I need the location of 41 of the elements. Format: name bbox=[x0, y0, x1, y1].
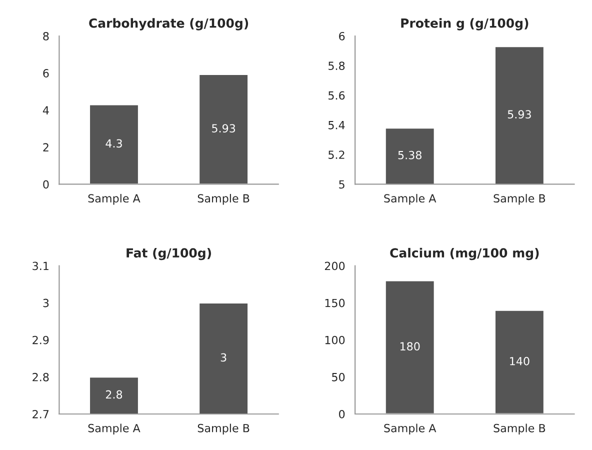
y-tick-label: 200 bbox=[324, 262, 345, 270]
x-tick-label: Sample B bbox=[198, 194, 250, 205]
y-tick-label: 2 bbox=[43, 143, 48, 152]
x-tick-label: Sample B bbox=[494, 424, 546, 434]
y-tick-label: 6 bbox=[43, 69, 49, 78]
y-tick-label: 3 bbox=[43, 298, 49, 308]
data-label: 2.8 bbox=[106, 390, 122, 399]
x-tick-label: Sample A bbox=[88, 424, 140, 434]
y-tick-label: 0 bbox=[339, 410, 345, 418]
chart-title: Carbohydrate (g/100g) bbox=[89, 18, 248, 30]
y-tick-label: 0 bbox=[43, 180, 49, 189]
x-tick-label: Sample B bbox=[494, 194, 546, 205]
y-tick-label: 150 bbox=[325, 298, 345, 308]
y-tick-label: 2.9 bbox=[32, 336, 49, 344]
y-tick-label: 6 bbox=[339, 32, 345, 40]
data-label: 5.38 bbox=[398, 150, 422, 160]
y-tick-label: 5.8 bbox=[328, 62, 345, 70]
chart-title: Calcium (mg/100 mg) bbox=[390, 248, 539, 260]
data-label: 140 bbox=[510, 356, 530, 366]
y-tick-label: 5.4 bbox=[328, 121, 345, 130]
data-label: 180 bbox=[400, 342, 420, 351]
data-label: 5.93 bbox=[508, 110, 531, 119]
data-label: 5.93 bbox=[212, 124, 236, 133]
data-label: 4.3 bbox=[106, 139, 122, 148]
x-tick-label: Sample A bbox=[384, 424, 436, 434]
y-tick-label: 8 bbox=[43, 32, 49, 40]
y-tick-label: 5.2 bbox=[328, 150, 344, 159]
y-tick-label: 5 bbox=[339, 180, 344, 189]
x-tick-label: Sample B bbox=[198, 424, 250, 434]
y-tick-label: 3.1 bbox=[32, 262, 48, 270]
y-tick-label: 50 bbox=[332, 372, 345, 382]
chart-title: Protein g (g/100g) bbox=[401, 18, 528, 30]
x-tick-label: Sample A bbox=[384, 194, 436, 205]
y-tick-label: 2.7 bbox=[32, 410, 49, 418]
data-label: 3 bbox=[220, 353, 226, 362]
y-tick-label: 4 bbox=[42, 106, 49, 114]
chart-title: Fat (g/100g) bbox=[126, 248, 211, 260]
y-tick-label: 100 bbox=[325, 336, 345, 344]
x-tick-label: Sample A bbox=[88, 194, 140, 205]
y-tick-label: 5.6 bbox=[328, 91, 345, 100]
y-tick-label: 2.8 bbox=[32, 372, 49, 382]
